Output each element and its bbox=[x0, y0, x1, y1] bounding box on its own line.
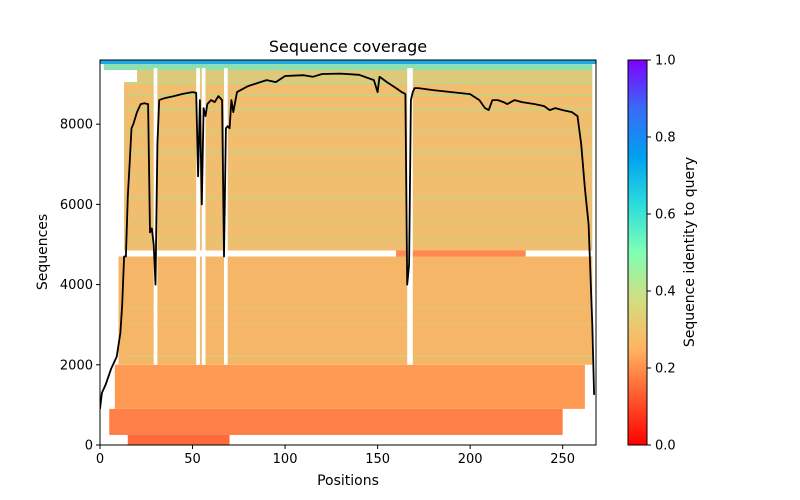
y-tick-label: 4000 bbox=[60, 278, 93, 293]
plot-frame bbox=[99, 59, 597, 446]
heatmap-band bbox=[396, 250, 526, 257]
colorbar-tick-label: 1.0 bbox=[655, 54, 676, 69]
y-tick-label: 2000 bbox=[60, 358, 93, 373]
coverage-heatmap bbox=[100, 60, 596, 445]
coverage-line bbox=[100, 72, 595, 410]
heatmap-stripe bbox=[127, 239, 593, 241]
heatmap-stripe bbox=[127, 355, 593, 357]
heatmap-band bbox=[114, 364, 585, 409]
heatmap-stripe bbox=[127, 307, 593, 309]
heatmap-band bbox=[127, 434, 230, 445]
heatmap-band bbox=[124, 82, 593, 251]
heatmap-band bbox=[118, 256, 593, 365]
colorbar bbox=[627, 59, 648, 446]
y-tick-label: 0 bbox=[85, 439, 93, 454]
y-axis-label: Sequences bbox=[35, 214, 51, 290]
coverage-line-layer bbox=[100, 72, 595, 410]
y-tick-label: 8000 bbox=[60, 118, 93, 133]
x-axis: 0 50 100 150 200 250 bbox=[96, 445, 575, 467]
x-tick-label: 0 bbox=[96, 452, 104, 467]
x-tick-label: 150 bbox=[365, 452, 390, 467]
heatmap-gap bbox=[196, 68, 200, 365]
heatmap-stripe bbox=[127, 131, 593, 133]
heatmap-gap bbox=[153, 68, 158, 365]
heatmap-band bbox=[103, 64, 593, 71]
heatmap-stripe bbox=[127, 219, 593, 221]
colorbar-ticks: 0.0 0.2 0.4 0.6 0.8 1.0 bbox=[647, 54, 676, 454]
heatmap-gap bbox=[224, 68, 228, 365]
chart-title: Sequence coverage bbox=[269, 37, 427, 56]
heatmap-stripe bbox=[127, 197, 593, 199]
x-tick-label: 100 bbox=[273, 452, 298, 467]
colorbar-tick-label: 0.2 bbox=[655, 362, 676, 377]
x-axis-label: Positions bbox=[317, 473, 379, 489]
x-tick-label: 50 bbox=[184, 452, 201, 467]
heatmap-band bbox=[100, 252, 286, 256]
heatmap-stripe bbox=[127, 323, 593, 325]
x-tick-label: 200 bbox=[458, 452, 483, 467]
colorbar-tick-label: 0.6 bbox=[655, 208, 676, 223]
heatmap-gap bbox=[201, 68, 206, 365]
y-tick-label: 6000 bbox=[60, 198, 93, 213]
heatmap-band bbox=[100, 60, 596, 65]
colorbar-label: Sequence identity to query bbox=[682, 157, 698, 347]
colorbar-tick-label: 0.8 bbox=[655, 131, 676, 146]
heatmap-band bbox=[109, 408, 563, 435]
heatmap-stripe bbox=[127, 175, 593, 177]
heatmap-stripe bbox=[127, 151, 593, 153]
heatmap-stripe bbox=[127, 95, 593, 97]
y-axis: 0 2000 4000 6000 8000 bbox=[60, 118, 100, 454]
x-tick-label: 250 bbox=[550, 452, 575, 467]
colorbar-tick-label: 0.0 bbox=[655, 439, 676, 454]
heatmap-stripe bbox=[127, 83, 593, 85]
heatmap-stripe bbox=[127, 109, 593, 111]
colorbar-tick-label: 0.4 bbox=[655, 285, 676, 300]
